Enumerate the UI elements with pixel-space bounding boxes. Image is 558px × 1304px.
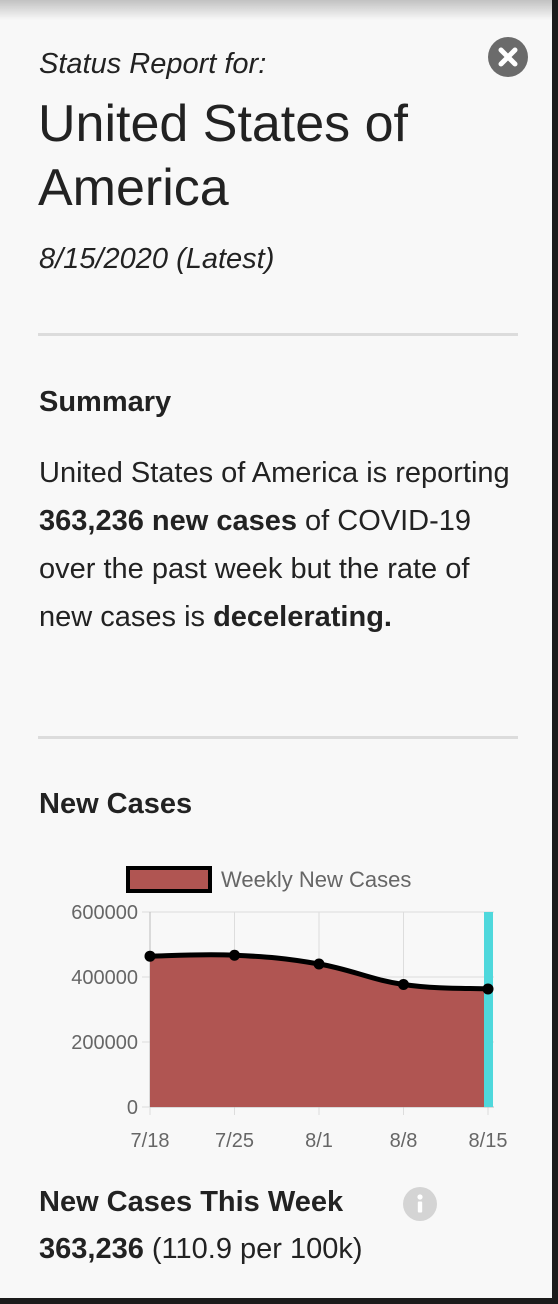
data-point-7-18 — [144, 950, 156, 962]
x-tick-label-8-8: 8/8 — [390, 1130, 418, 1152]
divider-top — [38, 333, 518, 336]
highlight-band-latest — [484, 912, 493, 1107]
new-cases-per-capita: (110.9 per 100k) — [151, 1233, 363, 1265]
info-glyph-icon — [417, 1194, 423, 1213]
y-tick-label-400000: 400000 — [71, 967, 138, 989]
summary-title: Summary — [39, 386, 172, 418]
new-cases-chart: 600000 400000 200000 0 7/18 7/25 8/1 8/8 8/15 Wee… — [71, 866, 508, 1152]
x-tick-label-8-15: 8/15 — [469, 1130, 508, 1152]
info-icon[interactable] — [403, 1187, 437, 1221]
new-cases-week-value-line: 363,236 (110.9 per 100k) — [39, 1233, 363, 1266]
legend-swatch-weekly-new-cases — [126, 866, 212, 893]
top-shadow — [0, 0, 552, 20]
data-point-7-25 — [229, 949, 240, 961]
report-label: Status Report for: — [39, 48, 267, 80]
summary-trend-highlight: decelerating. — [213, 601, 392, 633]
summary-text-before: United States of America is reporting — [39, 457, 510, 489]
x-tick-label-7-18: 7/18 — [131, 1130, 170, 1152]
new-cases-title: New Cases — [39, 788, 193, 820]
close-button[interactable] — [488, 37, 528, 77]
data-point-8-15 — [482, 983, 494, 995]
summary-text: United States of America is reporting 36… — [39, 449, 519, 641]
legend-label-weekly-new-cases: Weekly New Cases — [221, 867, 411, 892]
divider-middle — [38, 736, 518, 739]
report-date: 8/15/2020 (Latest) — [39, 243, 275, 275]
country-name: United States of America — [38, 95, 408, 217]
chart-legend: Weekly New Cases — [126, 866, 411, 893]
y-tick-label-0: 0 — [127, 1097, 138, 1119]
new-cases-week-value: 363,236 — [39, 1233, 144, 1265]
close-icon — [498, 47, 518, 67]
x-tick-label-8-1: 8/1 — [305, 1130, 333, 1152]
y-tick-label-600000: 600000 — [71, 902, 138, 924]
summary-cases-highlight: 363,236 new cases — [39, 505, 297, 537]
new-cases-week-title: New Cases This Week — [39, 1186, 344, 1218]
x-tick-label-7-25: 7/25 — [215, 1130, 254, 1152]
data-point-8-1 — [313, 958, 325, 970]
data-point-8-8 — [398, 978, 409, 990]
y-tick-label-200000: 200000 — [71, 1032, 138, 1054]
series-area-weekly-new-cases — [150, 954, 488, 1107]
summary-text-middle: of COVID-19 over the past week but the r… — [39, 505, 472, 633]
